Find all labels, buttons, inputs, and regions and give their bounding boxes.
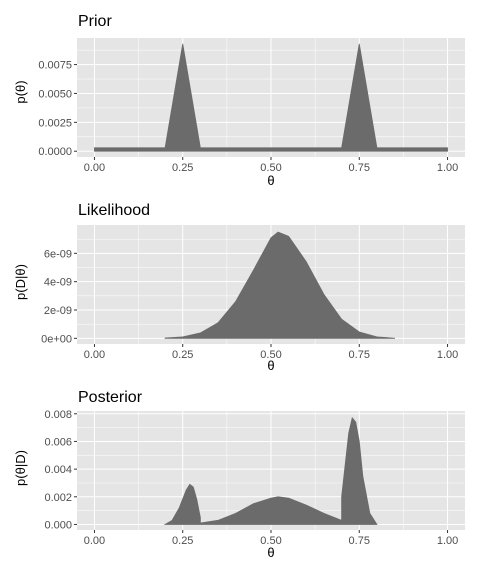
y-tick-label: 0.0050 bbox=[38, 88, 72, 100]
x-tick-label: 0.75 bbox=[349, 162, 370, 174]
x-tick-label: 1.00 bbox=[437, 535, 458, 547]
x-tick-label: 0.50 bbox=[260, 162, 281, 174]
panel-prior: Prior 0.00 0.25 0.50 0.75 1.000.00000.00250.… bbox=[13, 13, 465, 188]
x-tick-label: 0.25 bbox=[172, 349, 193, 361]
x-tick-label: 0.25 bbox=[172, 162, 193, 174]
x-axis-label: θ bbox=[267, 358, 274, 373]
x-tick-label: 0.00 bbox=[84, 162, 105, 174]
y-tick-label: 6e-09 bbox=[44, 248, 72, 260]
density-area bbox=[164, 231, 395, 339]
y-tick-label: 0.0075 bbox=[38, 60, 72, 72]
y-tick-label: 0e+00 bbox=[41, 333, 72, 345]
y-tick-label: 2e-09 bbox=[44, 305, 72, 317]
panel-posterior: Posterior 0.00 0.25 0.50 0.75 1.00 0.000 0.002… bbox=[13, 389, 465, 560]
x-tick-label: 1.00 bbox=[437, 349, 458, 361]
y-tick-label: 0.004 bbox=[44, 464, 72, 476]
y-tick-label: 0.008 bbox=[44, 409, 72, 421]
x-tick-label: 0.50 bbox=[260, 535, 281, 547]
x-tick-label: 0.00 bbox=[84, 535, 105, 547]
x-tick-label: 0.75 bbox=[349, 535, 370, 547]
density-area bbox=[163, 417, 378, 525]
plot-area: 0.00 0.25 0.50 0.75 1.00 0e+00 2e-09 4e-09 6e-09 bbox=[41, 225, 465, 361]
y-tick-label: 0.0025 bbox=[38, 117, 72, 129]
panel-title: Posterior bbox=[78, 389, 143, 406]
y-tick-label: 4e-09 bbox=[44, 277, 72, 289]
y-tick-label: 0.0000 bbox=[38, 146, 72, 158]
panel-likelihood: Likelihood 0.00 0.25 0.50 0.75 1.00 0e+00 2e-0… bbox=[13, 202, 465, 373]
y-axis-label: p(θ|D) bbox=[13, 450, 28, 486]
panel-title: Prior bbox=[78, 13, 112, 30]
y-tick-label: 0.002 bbox=[44, 492, 72, 504]
plot-area: 0.00 0.25 0.50 0.75 1.00 0.000 0.002 0.004 0.006… bbox=[44, 409, 465, 547]
plot-area: 0.00 0.25 0.50 0.75 1.00 0.0000 0.0025 0.0050 0.… bbox=[38, 38, 465, 174]
x-axis-label: θ bbox=[267, 545, 274, 560]
x-tick-label: 0.75 bbox=[349, 349, 370, 361]
panel-title: Likelihood bbox=[78, 202, 150, 219]
x-tick-label: 1.00 bbox=[437, 162, 458, 174]
x-axis-label: θ bbox=[267, 173, 274, 188]
density-area bbox=[94, 43, 448, 152]
y-tick-label: 0.006 bbox=[44, 436, 72, 448]
x-tick-label: 0.25 bbox=[172, 535, 193, 547]
y-axis-label: p(θ) bbox=[13, 80, 28, 103]
y-axis-label: p(D|θ) bbox=[13, 264, 28, 300]
x-tick-label: 0.00 bbox=[84, 349, 105, 361]
y-tick-label: 0.000 bbox=[44, 519, 72, 531]
x-tick-label: 0.50 bbox=[260, 349, 281, 361]
